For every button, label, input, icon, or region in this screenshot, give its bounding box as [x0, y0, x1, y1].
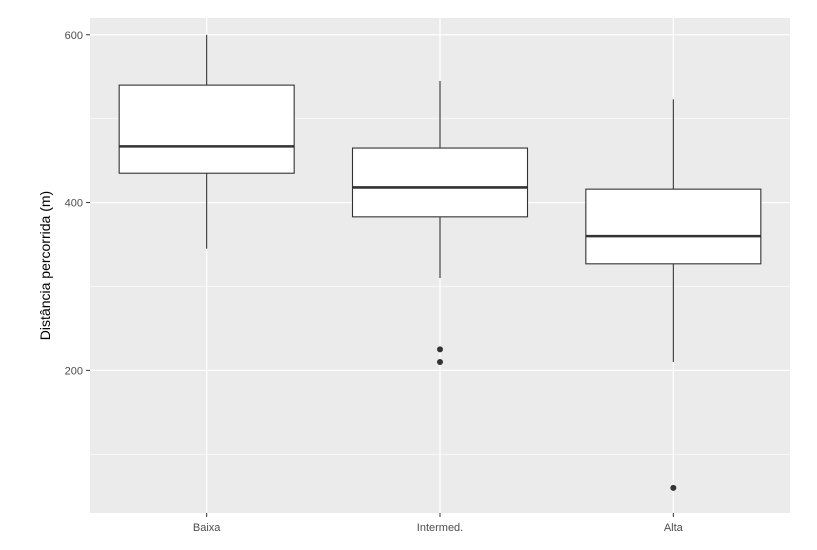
- x-tick-label: Intermed.: [417, 522, 463, 534]
- y-axis: 200 400 600: [65, 30, 90, 377]
- y-tick-label: 400: [65, 198, 83, 210]
- box: [351, 147, 529, 218]
- y-tick-label: 600: [65, 30, 83, 42]
- x-tick-label: Baixa: [193, 522, 221, 534]
- x-tick-label: Alta: [664, 522, 684, 534]
- box: [118, 84, 295, 174]
- outlier-point: [670, 484, 677, 491]
- x-axis: Baixa Intermed. Alta: [193, 513, 684, 534]
- outlier-point: [437, 346, 443, 353]
- box-group: [118, 34, 295, 249]
- box-group: [585, 99, 762, 491]
- box-group: [351, 80, 529, 365]
- y-axis-title: Distância percorrida (m): [37, 191, 53, 340]
- outlier-point: [437, 358, 443, 365]
- boxes: [118, 34, 762, 491]
- y-tick-label: 200: [65, 365, 83, 377]
- box: [585, 188, 762, 265]
